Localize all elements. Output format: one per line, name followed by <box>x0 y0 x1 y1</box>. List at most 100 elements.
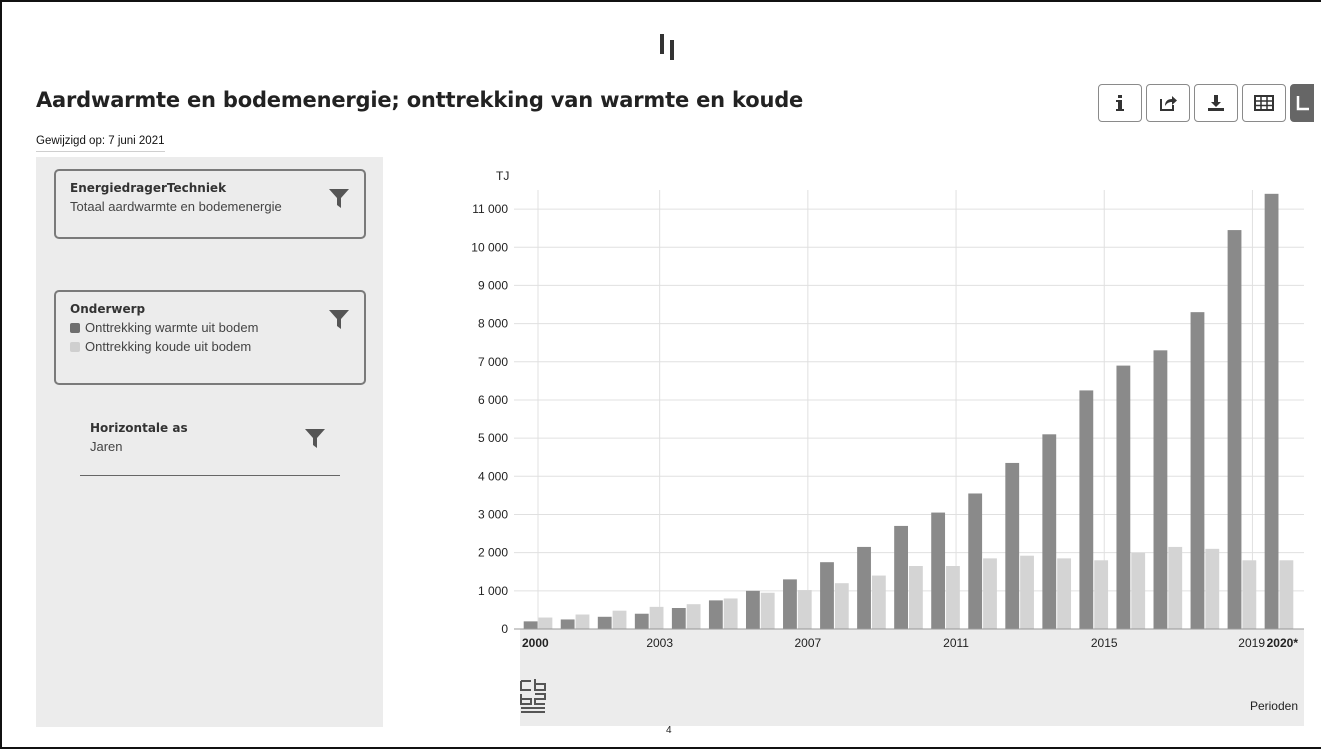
bar-warmte <box>708 600 723 629</box>
bar-koude <box>909 566 923 629</box>
share-button[interactable] <box>1146 84 1190 122</box>
bar-koude <box>538 617 553 629</box>
subject-filter-label: Onderwerp <box>70 302 146 316</box>
table-icon <box>1254 95 1274 111</box>
legend-swatch-warmte <box>70 322 80 333</box>
y-tick-label: 0 <box>501 622 508 636</box>
download-icon <box>1208 95 1224 111</box>
chart-canvas: 0 1 000 2 000 3 000 4 000 5 000 6 000 7 000 8 00… <box>471 169 1304 726</box>
legend-swatch-koude <box>70 341 80 352</box>
subject-filter[interactable]: Onderwerp Onttrekking warmte uit bodem O… <box>54 290 366 385</box>
cbs-logo-icon <box>520 679 546 713</box>
bar-koude <box>797 590 812 629</box>
bar-warmte <box>1227 230 1242 629</box>
bar-koude <box>1057 558 1072 629</box>
y-tick-label: 6 000 <box>478 393 508 407</box>
bar-warmte <box>820 562 834 629</box>
bar-koude <box>1131 552 1146 629</box>
bar-warmte <box>523 621 538 629</box>
horizontal-axis-filter[interactable]: Horizontale as Jaren <box>80 419 340 476</box>
app-logo-icon <box>656 34 686 64</box>
bar-koude <box>1279 560 1294 629</box>
bar-warmte <box>1264 193 1279 629</box>
y-tick-label: 1 000 <box>478 584 508 598</box>
y-tick-label: 5 000 <box>478 431 508 445</box>
bar-warmte <box>1042 434 1057 629</box>
bar-warmte <box>857 546 871 629</box>
bar-warmte <box>931 512 946 629</box>
filter-sidebar: EnergiedragerTechniek Totaal aardwarmte … <box>36 157 383 727</box>
bar-koude <box>983 558 997 629</box>
y-tick-label: 9 000 <box>478 278 508 292</box>
bar-warmte <box>1153 350 1168 629</box>
y-tick-label: 3 000 <box>478 507 508 521</box>
bar-chart: 0 1 000 2 000 3 000 4 000 5 000 6 000 7 000 8 00… <box>440 160 1306 726</box>
bar-koude <box>760 592 775 629</box>
bar-koude <box>686 604 701 629</box>
toolbar <box>1098 84 1314 122</box>
bar-koude <box>1094 560 1109 629</box>
axis-filter-label: Horizontale as <box>90 421 188 435</box>
axis-filter-value: Jaren <box>90 439 123 454</box>
download-button[interactable] <box>1194 84 1238 122</box>
bar-warmte <box>1116 365 1131 629</box>
legend-label-koude: Onttrekking koude uit bodem <box>85 339 252 354</box>
energy-filter[interactable]: EnergiedragerTechniek Totaal aardwarmte … <box>54 169 366 239</box>
y-tick-label: 4 000 <box>478 469 508 483</box>
bar-koude <box>946 566 960 629</box>
bar-koude <box>1205 548 1220 629</box>
x-tick-label: 2019 <box>1238 636 1265 650</box>
bar-koude <box>649 606 664 629</box>
bar-koude <box>575 614 590 629</box>
filter-icon[interactable] <box>304 427 326 449</box>
bar-warmte <box>1005 462 1020 629</box>
bar-warmte <box>1079 390 1094 629</box>
bar-koude <box>723 598 738 629</box>
bar-warmte <box>597 616 612 629</box>
bar-warmte <box>968 493 983 629</box>
legend-label-warmte: Onttrekking warmte uit bodem <box>85 320 259 335</box>
bar-koude <box>1020 555 1034 629</box>
info-icon <box>1116 95 1124 111</box>
page-title: Aardwarmte en bodemenergie; onttrekking … <box>36 88 804 112</box>
x-tick-label: 2011 <box>943 636 969 650</box>
x-tick-label: 2003 <box>646 636 673 650</box>
y-tick-label: 2 000 <box>478 546 508 560</box>
y-tick-label: 7 000 <box>478 355 508 369</box>
share-icon <box>1160 96 1177 111</box>
filter-icon[interactable] <box>328 308 350 330</box>
legend-item-koude: Onttrekking koude uit bodem <box>70 339 350 354</box>
bar-koude <box>1242 560 1257 629</box>
x-tick-label: 2000 <box>522 636 549 650</box>
bar-warmte <box>783 579 797 629</box>
bar-koude <box>1168 546 1183 629</box>
x-tick-label: 2020* <box>1267 636 1299 650</box>
chart-icon <box>1296 96 1309 111</box>
bar-koude <box>834 583 849 629</box>
info-button[interactable] <box>1098 84 1142 122</box>
chart-view-button[interactable] <box>1290 84 1314 122</box>
energy-filter-label: EnergiedragerTechniek <box>70 181 227 195</box>
bar-warmte <box>634 613 649 629</box>
bar-koude <box>871 575 886 629</box>
bar-warmte <box>560 619 575 629</box>
modified-date: Gewijzigd op: 7 juni 2021 <box>36 135 165 152</box>
y-tick-label: 8 000 <box>478 317 508 331</box>
bar-warmte <box>1190 312 1205 629</box>
y-tick-label: 10 000 <box>471 240 508 254</box>
bar-warmte <box>745 590 760 629</box>
page-number: 4 <box>666 725 672 736</box>
filter-icon[interactable] <box>328 187 350 209</box>
bar-warmte <box>671 608 686 629</box>
x-tick-label: 2015 <box>1091 636 1118 650</box>
energy-filter-value: Totaal aardwarmte en bodemenergie <box>70 199 282 214</box>
table-view-button[interactable] <box>1242 84 1286 122</box>
x-axis-label: Perioden <box>1250 699 1298 713</box>
y-axis-label: TJ <box>496 169 509 183</box>
y-tick-label: 11 000 <box>472 202 508 216</box>
legend-item-warmte: Onttrekking warmte uit bodem <box>70 320 350 335</box>
x-axis-band <box>520 629 1304 726</box>
bar-warmte <box>894 525 908 629</box>
x-tick-label: 2007 <box>795 636 822 650</box>
